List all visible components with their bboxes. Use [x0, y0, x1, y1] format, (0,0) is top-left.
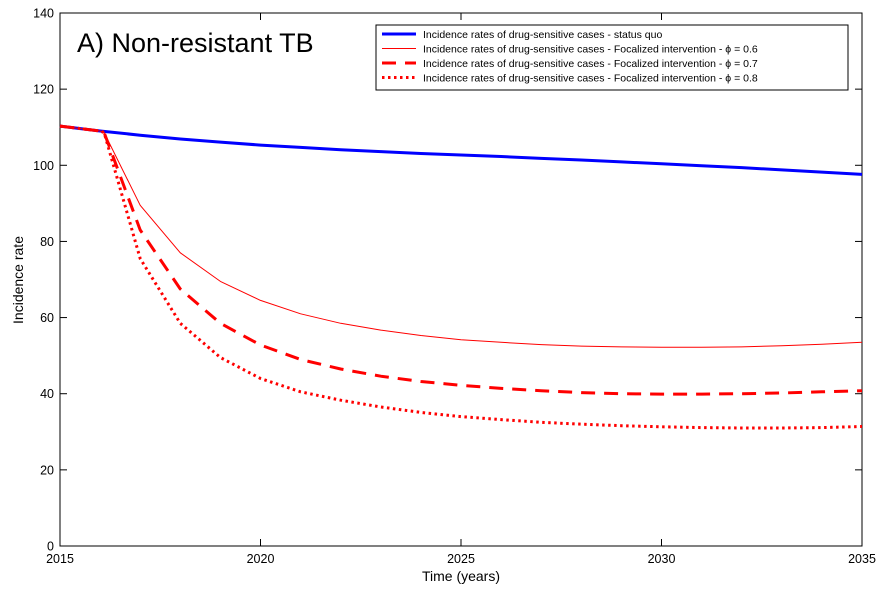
- plot-area: [59, 12, 863, 547]
- y-tick-label: 120: [33, 83, 54, 97]
- x-tick-label: 2015: [46, 552, 74, 566]
- legend-label-2: Incidence rates of drug-sensitive cases …: [423, 44, 758, 56]
- x-axis-title: Time (years): [422, 568, 500, 584]
- legend: Incidence rates of drug-sensitive cases …: [375, 24, 849, 91]
- series-line-4: [59, 124, 863, 430]
- series-line-3: [59, 124, 863, 396]
- legend-label-1: Incidence rates of drug-sensitive cases …: [423, 29, 662, 41]
- y-tick-label: 140: [33, 7, 54, 21]
- y-tick-label: 40: [40, 387, 54, 401]
- x-tick-label: 2035: [848, 552, 876, 566]
- y-tick-label: 20: [40, 463, 54, 477]
- x-tick-label: 2030: [648, 552, 676, 566]
- y-tick-label: 0: [47, 540, 54, 554]
- y-axis-title: Incidence rate: [10, 236, 26, 324]
- y-tick-label: 100: [33, 159, 54, 173]
- legend-label-3: Incidence rates of drug-sensitive cases …: [423, 58, 758, 70]
- x-tick-label: 2020: [247, 552, 275, 566]
- legend-label-4: Incidence rates of drug-sensitive cases …: [423, 73, 758, 85]
- legend-box: [375, 24, 849, 91]
- x-tick-label: 2025: [447, 552, 475, 566]
- y-tick-label: 80: [40, 235, 54, 249]
- panel-title: A) Non-resistant TB: [77, 28, 314, 58]
- y-tick-label: 60: [40, 311, 54, 325]
- series-line-2: [59, 125, 863, 348]
- ticks-layer: 2015 2020 2025 2030 2035 0 20 40 60 80 100 120 140: [33, 7, 876, 567]
- series-layer: [59, 124, 863, 430]
- series-line-1: [59, 124, 863, 176]
